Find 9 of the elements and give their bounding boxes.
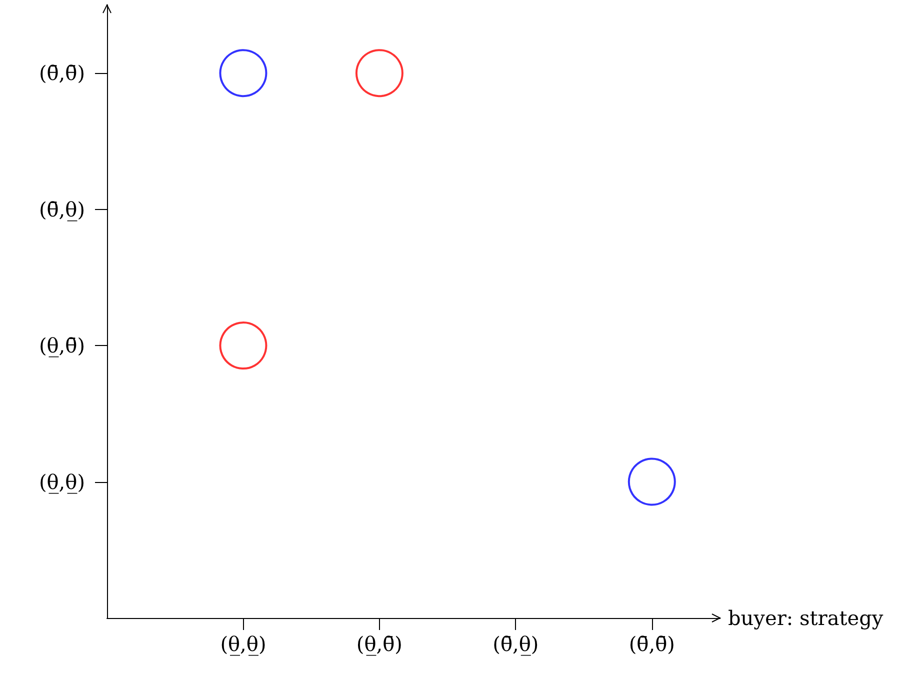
x-tick-label: (θ̲,θ̄) [356,632,402,656]
category-label: (θ̄,θ̲) [38,197,85,222]
category-label: (θ̲,θ̄) [38,334,85,358]
x-tick-label: (θ̲,θ̲) [220,632,266,656]
x-tick-label: (θ̄,θ̄) [628,632,675,656]
x-axis-title: buyer: strategy [728,606,884,630]
category-label: (θ̲,θ̲) [38,470,85,494]
category-label: (θ̄,θ̄) [38,61,85,86]
x-tick-label: (θ̄,θ̲) [492,632,539,656]
